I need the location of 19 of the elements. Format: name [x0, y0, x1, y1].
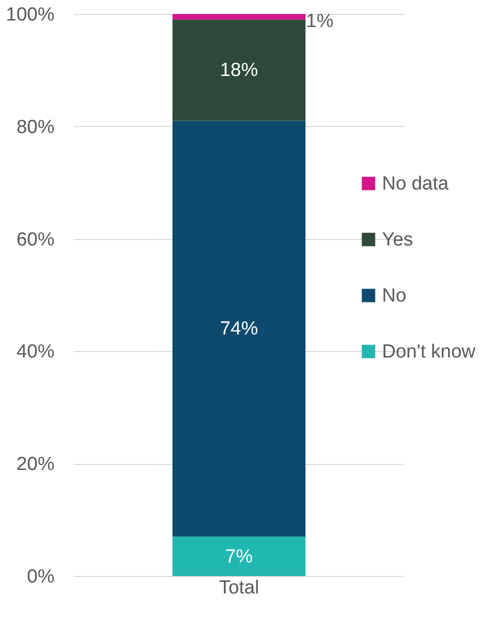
- bar: [172, 120, 306, 537]
- bar: [172, 14, 306, 20]
- y-tick-label: 80%: [16, 116, 55, 138]
- data-label: 18%: [220, 60, 258, 82]
- y-tick-label: 60%: [16, 229, 55, 250]
- data-label: 74%: [220, 318, 258, 340]
- legend-label: No data: [382, 174, 449, 194]
- y-tick-label: 20%: [16, 454, 55, 476]
- legend-label: No: [382, 286, 406, 306]
- y-tick-label: 40%: [16, 342, 55, 363]
- bar: [172, 20, 306, 121]
- legend-label: Yes: [382, 230, 413, 250]
- y-tick-label: 100%: [6, 4, 55, 26]
- y-tick-label: 0%: [27, 566, 55, 588]
- bar: [172, 536, 306, 576]
- data-label: 7%: [225, 546, 253, 568]
- data-label: 1%: [306, 10, 334, 32]
- x-tick-label: Total: [218, 578, 260, 598]
- legend-label: Don't know: [382, 342, 476, 362]
